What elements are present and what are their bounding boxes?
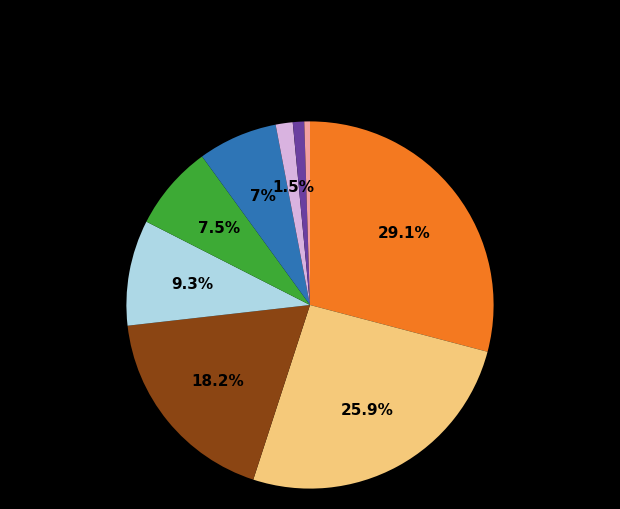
Wedge shape <box>128 305 310 479</box>
Wedge shape <box>276 123 310 305</box>
Wedge shape <box>126 222 310 326</box>
Legend: £150k-£200k, £100k-£150k, £200k-£250k, £250k-£300k, £50k-£100k, £300k-£400k, £40: £150k-£200k, £100k-£150k, £200k-£250k, £… <box>94 0 526 7</box>
Text: 18.2%: 18.2% <box>191 373 244 388</box>
Wedge shape <box>310 122 494 352</box>
Text: 1.5%: 1.5% <box>272 180 314 195</box>
Text: 29.1%: 29.1% <box>378 225 431 240</box>
Wedge shape <box>202 125 310 305</box>
Text: 25.9%: 25.9% <box>341 403 394 417</box>
Wedge shape <box>304 122 310 305</box>
Wedge shape <box>253 305 487 489</box>
Wedge shape <box>293 122 310 305</box>
Text: 9.3%: 9.3% <box>172 277 214 292</box>
Text: 7%: 7% <box>250 189 275 204</box>
Text: 7.5%: 7.5% <box>198 220 241 236</box>
Wedge shape <box>146 157 310 305</box>
